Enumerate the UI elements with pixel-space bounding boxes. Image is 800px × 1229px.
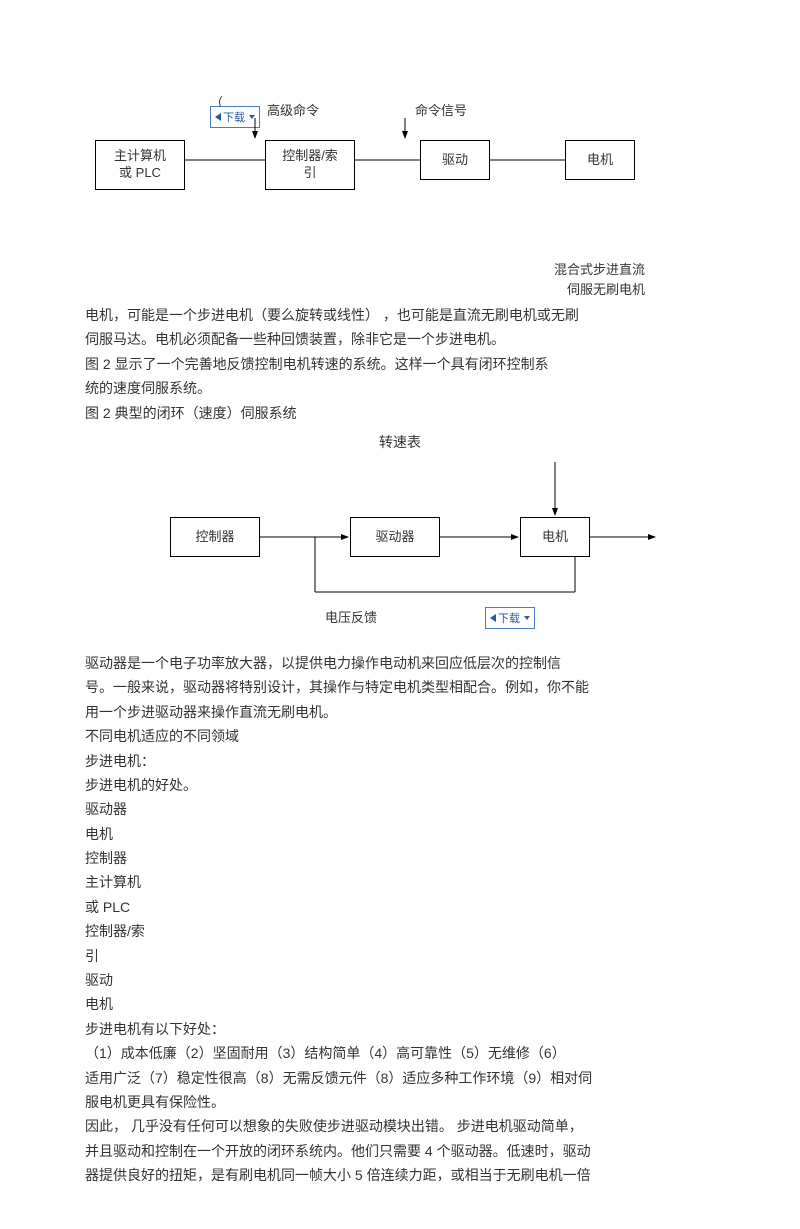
label-high-command: 高级命令: [267, 100, 319, 119]
dropdown-icon: [249, 115, 255, 119]
para-22: （1）成本低廉（2）坚固耐用（3）结构简单（4）高可靠性（5）无维修（6）: [85, 1042, 715, 1064]
arrow-left-icon: [490, 614, 496, 622]
para-10: 步进电机：: [85, 750, 715, 772]
para-16: 或 PLC: [85, 896, 715, 918]
download-label: 下载: [223, 109, 245, 125]
arrow-left-icon: [215, 113, 221, 121]
download-label-2: 下载: [498, 610, 520, 626]
para-9: 不同电机适应的不同领域: [85, 725, 715, 747]
para-21: 步进电机有以下好处：: [85, 1018, 715, 1040]
para-15: 主计算机: [85, 871, 715, 893]
para-12: 驱动器: [85, 798, 715, 820]
dropdown-icon: [524, 616, 530, 620]
para-20: 电机: [85, 993, 715, 1015]
para-6: 驱动器是一个电子功率放大器，以提供电力操作电动机来回应低层次的控制信: [85, 652, 715, 674]
box2-controller: 控制器: [170, 517, 260, 557]
para-27: 器提供良好的扭矩，是有刷电机同一帧大小 5 倍连续力距，或相当于无刷电机一倍: [85, 1164, 715, 1186]
label-voltage-feedback: 电压反馈: [325, 607, 377, 626]
para-13: 电机: [85, 823, 715, 845]
para-5: 图 2 典型的闭环（速度）伺服系统: [85, 402, 715, 424]
para-25: 因此， 几乎没有任何可以想象的失败使步进驱动模块出错。 步进电机驱动简单，: [85, 1115, 715, 1137]
para-4: 统的速度伺服系统。: [85, 377, 715, 399]
box2-driver: 驱动器: [350, 517, 440, 557]
box-motor: 电机: [565, 140, 635, 180]
diagram-2-closed-loop: 控制器 驱动器 电机 电压反馈 下载: [85, 462, 715, 642]
para-18: 引: [85, 945, 715, 967]
label-command-signal: 命令信号: [415, 100, 467, 119]
para-14: 控制器: [85, 847, 715, 869]
para-23: 适用广泛（7）稳定性很高（8）无需反馈元件（8）适应多种工作环境（9）相对伺: [85, 1067, 715, 1089]
box-drive: 驱动: [420, 140, 490, 180]
box-main-computer: 主计算机 或 PLC: [95, 140, 185, 190]
download-button-1[interactable]: 下载: [210, 106, 260, 128]
para-2: 伺服马达。电机必须配备一些种回馈装置，除非它是一个步进电机。: [85, 328, 715, 350]
para-3: 图 2 显示了一个完善地反馈控制电机转速的系统。这样一个具有闭环控制系: [85, 353, 715, 375]
diagram-1-open-loop: （ 下载 高级命令 命令信号 主计算机 或 PLC 控制器/索 引 驱动 电机: [85, 100, 715, 250]
para-11: 步进电机的好处。: [85, 774, 715, 796]
caption-hybrid-stepper: 混合式步进直流 伺服无刷电机: [85, 260, 715, 299]
box2-motor: 电机: [520, 517, 590, 557]
label-tachometer: 转速表: [85, 432, 715, 452]
caption-line2: 伺服无刷电机: [567, 282, 645, 297]
para-24: 服电机更具有保险性。: [85, 1091, 715, 1113]
download-button-2[interactable]: 下载: [485, 607, 535, 629]
para-19: 驱动: [85, 969, 715, 991]
box-controller: 控制器/索 引: [265, 140, 355, 190]
para-7: 号。一般来说，驱动器将特别设计，其操作与特定电机类型相配合。例如，你不能: [85, 676, 715, 698]
para-1: 电机，可能是一个步进电机（要么旋转或线性） ，也可能是直流无刷电机或无刷: [85, 304, 715, 326]
para-26: 并且驱动和控制在一个开放的闭环系统内。他们只需要 4 个驱动器。低速时，驱动: [85, 1140, 715, 1162]
caption-line1: 混合式步进直流: [554, 262, 645, 277]
para-8: 用一个步进驱动器来操作直流无刷电机。: [85, 701, 715, 723]
para-17: 控制器/索: [85, 920, 715, 942]
